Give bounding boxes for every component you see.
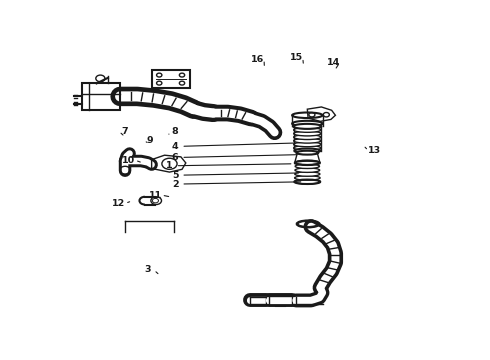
- Ellipse shape: [294, 131, 321, 136]
- Ellipse shape: [295, 168, 319, 172]
- Text: 12: 12: [112, 199, 125, 208]
- Text: 1: 1: [166, 161, 173, 170]
- Text: 6: 6: [172, 153, 178, 162]
- Ellipse shape: [294, 149, 320, 153]
- Text: 8: 8: [171, 127, 178, 136]
- Ellipse shape: [294, 124, 321, 129]
- Ellipse shape: [294, 142, 321, 147]
- Text: 11: 11: [149, 190, 162, 199]
- Ellipse shape: [294, 176, 320, 180]
- Ellipse shape: [292, 121, 322, 126]
- Ellipse shape: [292, 112, 322, 118]
- Text: 2: 2: [172, 180, 178, 189]
- Text: 13: 13: [368, 146, 381, 155]
- Ellipse shape: [294, 180, 320, 184]
- Text: 7: 7: [122, 127, 128, 136]
- Text: 5: 5: [172, 171, 178, 180]
- Text: 9: 9: [147, 136, 153, 145]
- Text: 15: 15: [290, 53, 303, 62]
- Ellipse shape: [295, 172, 320, 176]
- Text: 4: 4: [172, 142, 178, 151]
- Text: 14: 14: [327, 58, 341, 67]
- Ellipse shape: [294, 124, 321, 129]
- Ellipse shape: [295, 164, 319, 168]
- Text: 16: 16: [251, 55, 265, 64]
- Text: 10: 10: [122, 156, 135, 165]
- Ellipse shape: [295, 160, 319, 165]
- Ellipse shape: [294, 146, 321, 150]
- Ellipse shape: [294, 127, 321, 132]
- Ellipse shape: [294, 135, 321, 140]
- Ellipse shape: [296, 151, 318, 155]
- Text: 3: 3: [145, 265, 151, 274]
- Ellipse shape: [294, 138, 321, 143]
